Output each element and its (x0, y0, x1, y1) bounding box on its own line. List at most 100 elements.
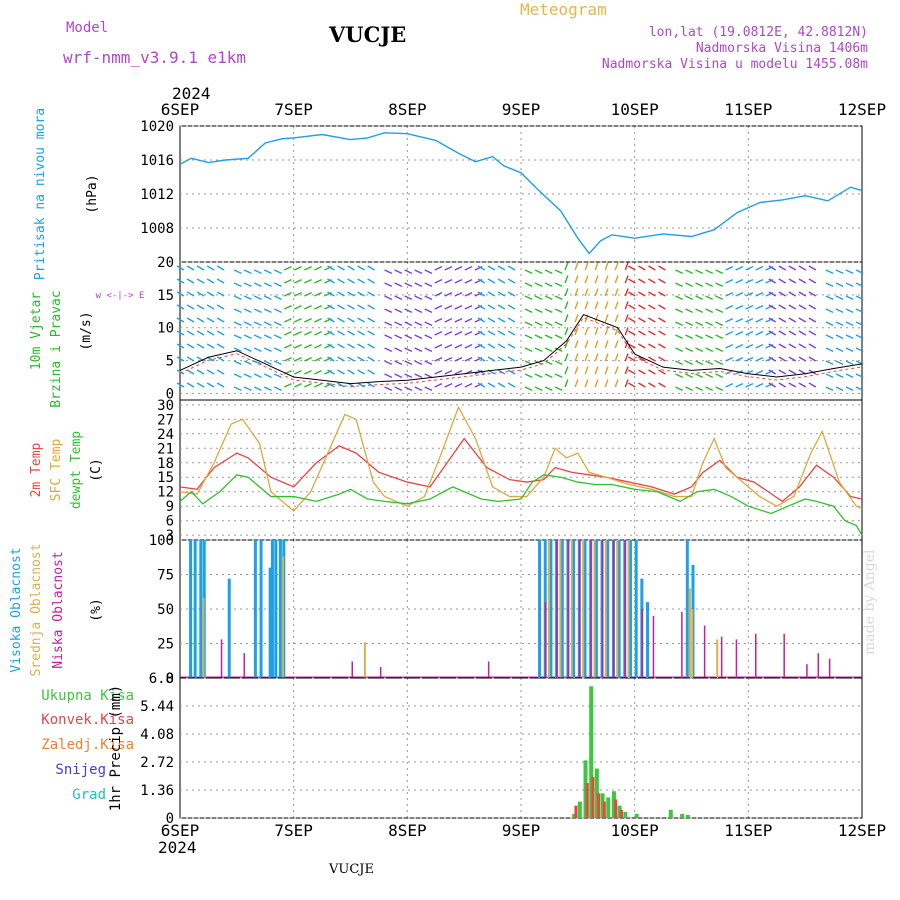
cloud-low-bar (544, 602, 547, 678)
wind-arrow (206, 278, 215, 284)
wind-arrow (798, 330, 807, 336)
wind-arrow (574, 301, 579, 310)
cloud-high-bar (583, 540, 587, 678)
wind-arrow (695, 295, 704, 301)
wind-arrow (263, 373, 272, 379)
wind-arrow (384, 308, 393, 314)
wind-arrow (778, 382, 787, 388)
wind-arrow (243, 334, 252, 340)
precip-total-bar (634, 813, 639, 818)
wind-arrow (594, 301, 599, 310)
wind-arrow (835, 321, 844, 327)
wind-arrow (524, 282, 533, 288)
wind-arrow (384, 386, 393, 392)
wind-arrow (725, 291, 734, 297)
cloud-low-bar (817, 653, 820, 678)
wind-arrow (186, 278, 195, 284)
wind-arrow (675, 269, 683, 275)
wind-arrow (404, 308, 413, 314)
wind-arrow (273, 386, 282, 392)
y-tick-label: 15 (157, 288, 174, 304)
wind-speed-line (179, 313, 863, 385)
wind-arrow (477, 356, 486, 362)
wind-arrow (624, 314, 629, 323)
wind-arrow (176, 304, 185, 310)
wind-arrow (263, 360, 272, 366)
wind-arrow (675, 334, 683, 340)
wind-arrow (253, 360, 262, 366)
wind-arrow (314, 369, 322, 375)
wind-arrow (347, 330, 355, 336)
wind-arrow (206, 317, 215, 323)
wind-arrow (675, 347, 683, 353)
wind-arrow (564, 353, 569, 362)
y-tick-label: 6.8 (149, 671, 174, 687)
wind-arrow (186, 382, 195, 388)
precip-convective-bar (597, 793, 601, 818)
wind-arrow (594, 288, 599, 297)
wind-arrow (424, 360, 433, 366)
wind-arrow (357, 343, 365, 349)
cloud-low-bar (755, 633, 757, 678)
wind-arrow (507, 317, 516, 323)
wind-arrow (574, 314, 579, 323)
wind-arrow (487, 265, 496, 271)
wind-arrow (487, 382, 496, 388)
wind-arrow (705, 360, 714, 366)
wind-arrow (424, 308, 433, 314)
wind-arrow (497, 317, 506, 323)
wind-arrow (454, 304, 463, 310)
wind-arrow (745, 330, 754, 336)
wind-arrow (845, 321, 854, 327)
wind-arrow (798, 278, 807, 284)
wind-arrow (768, 343, 777, 349)
wind-arrow (825, 386, 834, 392)
y-tick-label: 5 (166, 354, 174, 370)
wind-arrow (384, 334, 393, 340)
wind-arrow (337, 291, 345, 297)
wind-arrow (507, 382, 516, 388)
wind-arrow (404, 269, 413, 275)
wind-arrow (544, 334, 553, 340)
wind-arrow (464, 304, 473, 310)
wind-arrow (216, 369, 225, 375)
wind-arrow (755, 278, 764, 284)
wind-arrow (755, 330, 764, 336)
cloud-mid-bar (559, 540, 562, 678)
wind-arrow (176, 317, 185, 323)
wind-arrow (695, 321, 704, 327)
wind-arrow (434, 330, 443, 336)
wind-arrow (384, 347, 393, 353)
y-tick-label: 25 (157, 637, 174, 653)
y-tick-label: 1008 (140, 221, 174, 237)
wind-arrow (444, 382, 453, 388)
wind-unit-label: (m/s) (79, 311, 94, 350)
precip-total-bar (577, 801, 582, 818)
wind-arrow (327, 356, 335, 362)
wind-arrow (778, 265, 787, 271)
wind-arrow (624, 288, 629, 297)
wind-arrow (584, 366, 589, 375)
wind-arrow (444, 291, 453, 297)
wind-arrow (638, 356, 646, 362)
precip-total-bar (600, 793, 605, 818)
wind-arrow (584, 288, 589, 297)
time-tick-bottom: 8SEP (388, 821, 427, 840)
legend-hail: Grad (72, 787, 106, 803)
wind-arrow (705, 334, 714, 340)
wind-arrow (574, 353, 579, 362)
wind-arrow (715, 373, 724, 379)
wind-arrow-field (176, 262, 864, 392)
cloud-mid-bar (691, 609, 694, 678)
wind-arrow (414, 269, 423, 275)
wind-arrow (534, 373, 543, 379)
wind-arrow (648, 330, 656, 336)
wind-arrow (628, 382, 636, 388)
wind-arrow (735, 291, 744, 297)
wind-arrow (594, 340, 599, 349)
wind-arrow (196, 330, 205, 336)
wind-arrow (725, 343, 734, 349)
wind-arrow (534, 334, 543, 340)
wind-arrow (604, 366, 609, 375)
wind-arrow (243, 386, 252, 392)
